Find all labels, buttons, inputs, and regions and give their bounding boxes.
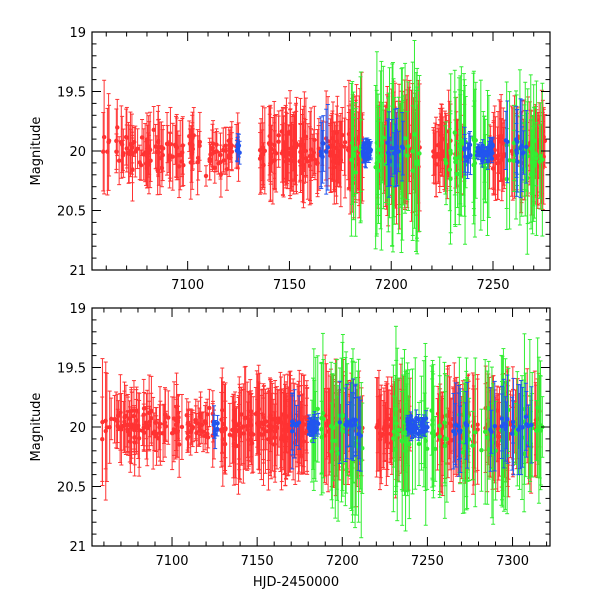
- x-axis-label: HJD-2450000: [253, 575, 339, 590]
- x-tick-label: 7150: [241, 554, 274, 569]
- data-point: [515, 110, 519, 197]
- y-tick-label: 19: [69, 302, 86, 317]
- y-tick-label: 20.5: [57, 481, 86, 496]
- data-point: [510, 106, 514, 196]
- data-point: [101, 113, 105, 191]
- x-tick-label: 7100: [171, 278, 204, 293]
- data-point: [180, 394, 184, 459]
- data-point: [114, 109, 118, 173]
- plot-area-bottom: [100, 326, 544, 537]
- x-tick-label: 7150: [273, 278, 306, 293]
- x-tick-label: 7200: [375, 278, 408, 293]
- x-tick-label: 7100: [155, 554, 188, 569]
- data-point: [483, 360, 487, 504]
- y-tick-label: 19.5: [57, 86, 86, 101]
- y-tick-label: 19: [69, 26, 86, 41]
- data-point: [221, 128, 225, 172]
- y-tick-label: 21: [69, 540, 86, 555]
- y-tick-label: 20: [69, 145, 86, 160]
- x-tick-label: 7250: [476, 278, 509, 293]
- y-tick-label: 21: [69, 264, 86, 279]
- panel-top: 7100 7150 7200 7250 19 19.5 20 20.5 21 Magnitude: [29, 26, 550, 293]
- data-point: [100, 359, 104, 486]
- data-point: [102, 80, 106, 194]
- data-point: [342, 118, 346, 175]
- plot-area-top: [101, 41, 547, 255]
- y-axis-label: Magnitude: [29, 117, 44, 186]
- data-point: [258, 123, 262, 194]
- data-point: [166, 391, 170, 444]
- y-tick-label: 20.5: [57, 205, 86, 220]
- data-point: [204, 166, 208, 186]
- panel-bottom: 7100 7150 7200 7250 7300 19 19.5 20 20.5 21 Magnit…: [29, 302, 550, 590]
- y-axis-label: Magnitude: [29, 393, 44, 462]
- x-tick-label: 7250: [411, 554, 444, 569]
- x-tick-label: 7200: [326, 554, 359, 569]
- data-point: [343, 87, 347, 198]
- data-point: [228, 403, 232, 466]
- y-tick-label: 19.5: [57, 362, 86, 377]
- data-point: [449, 74, 453, 233]
- x-tick-label: 7300: [496, 554, 529, 569]
- y-tick-label: 20: [69, 421, 86, 436]
- data-point: [479, 409, 483, 491]
- data-point: [219, 152, 223, 197]
